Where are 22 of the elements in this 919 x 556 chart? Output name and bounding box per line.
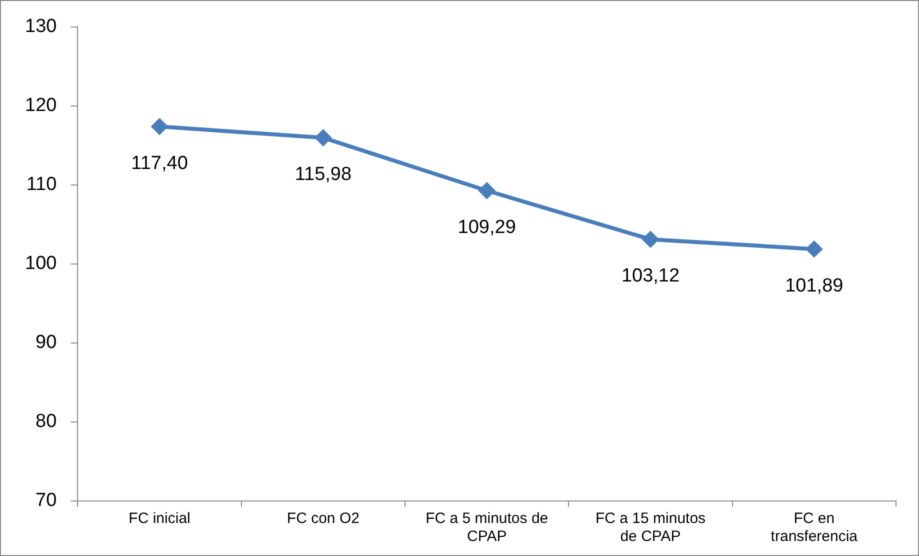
y-tick-label: 90 — [36, 332, 57, 354]
data-label: 117,40 — [131, 152, 188, 174]
x-tick-label: FC a 15 minutos de CPAP — [595, 510, 706, 546]
x-tick-label: FC en transferencia — [770, 510, 858, 546]
y-tick-label: 100 — [25, 253, 57, 274]
point — [642, 230, 660, 248]
data-label: 109,29 — [458, 216, 516, 238]
y-tick-label: 120 — [25, 95, 57, 116]
data-label: 101,89 — [785, 275, 844, 296]
y-tick-label: 130 — [25, 16, 57, 38]
x-tick-label: FC a 5 minutos de CPAP — [426, 510, 548, 546]
y-tick-label: 70 — [36, 490, 57, 512]
data-label: 103,12 — [621, 266, 680, 287]
point — [806, 240, 823, 258]
x-tick-label: FC inicial — [128, 510, 190, 528]
x-tick-label: FC con O2 — [286, 510, 360, 528]
y-tick-label: 80 — [36, 411, 57, 432]
y-tick-label: 110 — [26, 174, 57, 196]
point — [151, 118, 168, 136]
point — [478, 182, 496, 200]
data-label: 115,98 — [294, 164, 352, 185]
point — [314, 129, 332, 146]
